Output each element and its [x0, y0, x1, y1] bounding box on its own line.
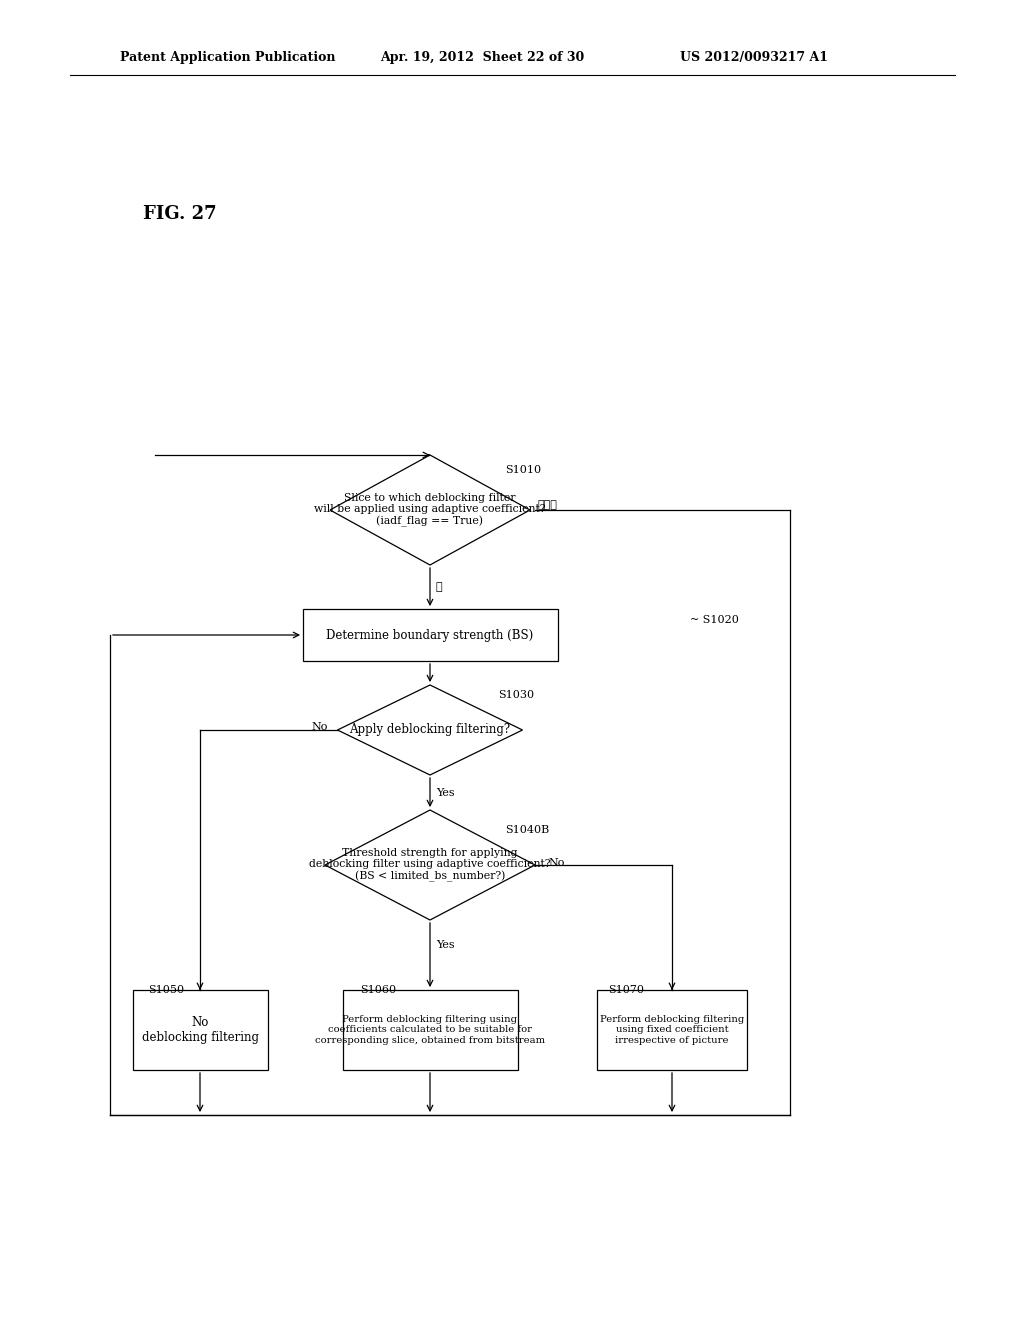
- Text: S1050: S1050: [148, 985, 184, 995]
- Text: S1040B: S1040B: [505, 825, 549, 836]
- Text: Slice to which deblocking filter
will be applied using adaptive coefficient?
(ia: Slice to which deblocking filter will be…: [314, 492, 546, 527]
- Text: S1070: S1070: [608, 985, 644, 995]
- Text: US 2012/0093217 A1: US 2012/0093217 A1: [680, 51, 828, 65]
- Text: Yes: Yes: [436, 788, 455, 799]
- Bar: [342, 990, 517, 1071]
- Text: Patent Application Publication: Patent Application Publication: [120, 51, 336, 65]
- Bar: [132, 990, 267, 1071]
- Text: Apply deblocking filtering?: Apply deblocking filtering?: [349, 723, 511, 737]
- Text: No
deblocking filtering: No deblocking filtering: [141, 1016, 258, 1044]
- Text: S1030: S1030: [498, 690, 535, 700]
- Text: No: No: [548, 858, 564, 869]
- Text: S1060: S1060: [360, 985, 396, 995]
- Bar: [597, 990, 746, 1071]
- Text: Perform deblocking filtering using
coefficients calculated to be suitable for
co: Perform deblocking filtering using coeff…: [315, 1015, 545, 1045]
- Text: Determine boundary strength (BS): Determine boundary strength (BS): [327, 628, 534, 642]
- Text: Yes: Yes: [436, 940, 455, 950]
- Text: Perform deblocking filtering
using fixed coefficient
irrespective of picture: Perform deblocking filtering using fixed…: [600, 1015, 744, 1045]
- Text: 아니오: 아니오: [537, 500, 557, 510]
- Text: 예: 예: [436, 582, 442, 591]
- Text: S1010: S1010: [505, 465, 541, 475]
- Text: Threshold strength for applying
deblocking filter using adaptive coefficient?
(B: Threshold strength for applying deblocki…: [309, 847, 551, 882]
- Text: Apr. 19, 2012  Sheet 22 of 30: Apr. 19, 2012 Sheet 22 of 30: [380, 51, 585, 65]
- Text: FIG. 27: FIG. 27: [143, 205, 217, 223]
- Bar: [302, 609, 557, 661]
- Text: ~ S1020: ~ S1020: [690, 615, 739, 624]
- Text: No: No: [311, 722, 328, 733]
